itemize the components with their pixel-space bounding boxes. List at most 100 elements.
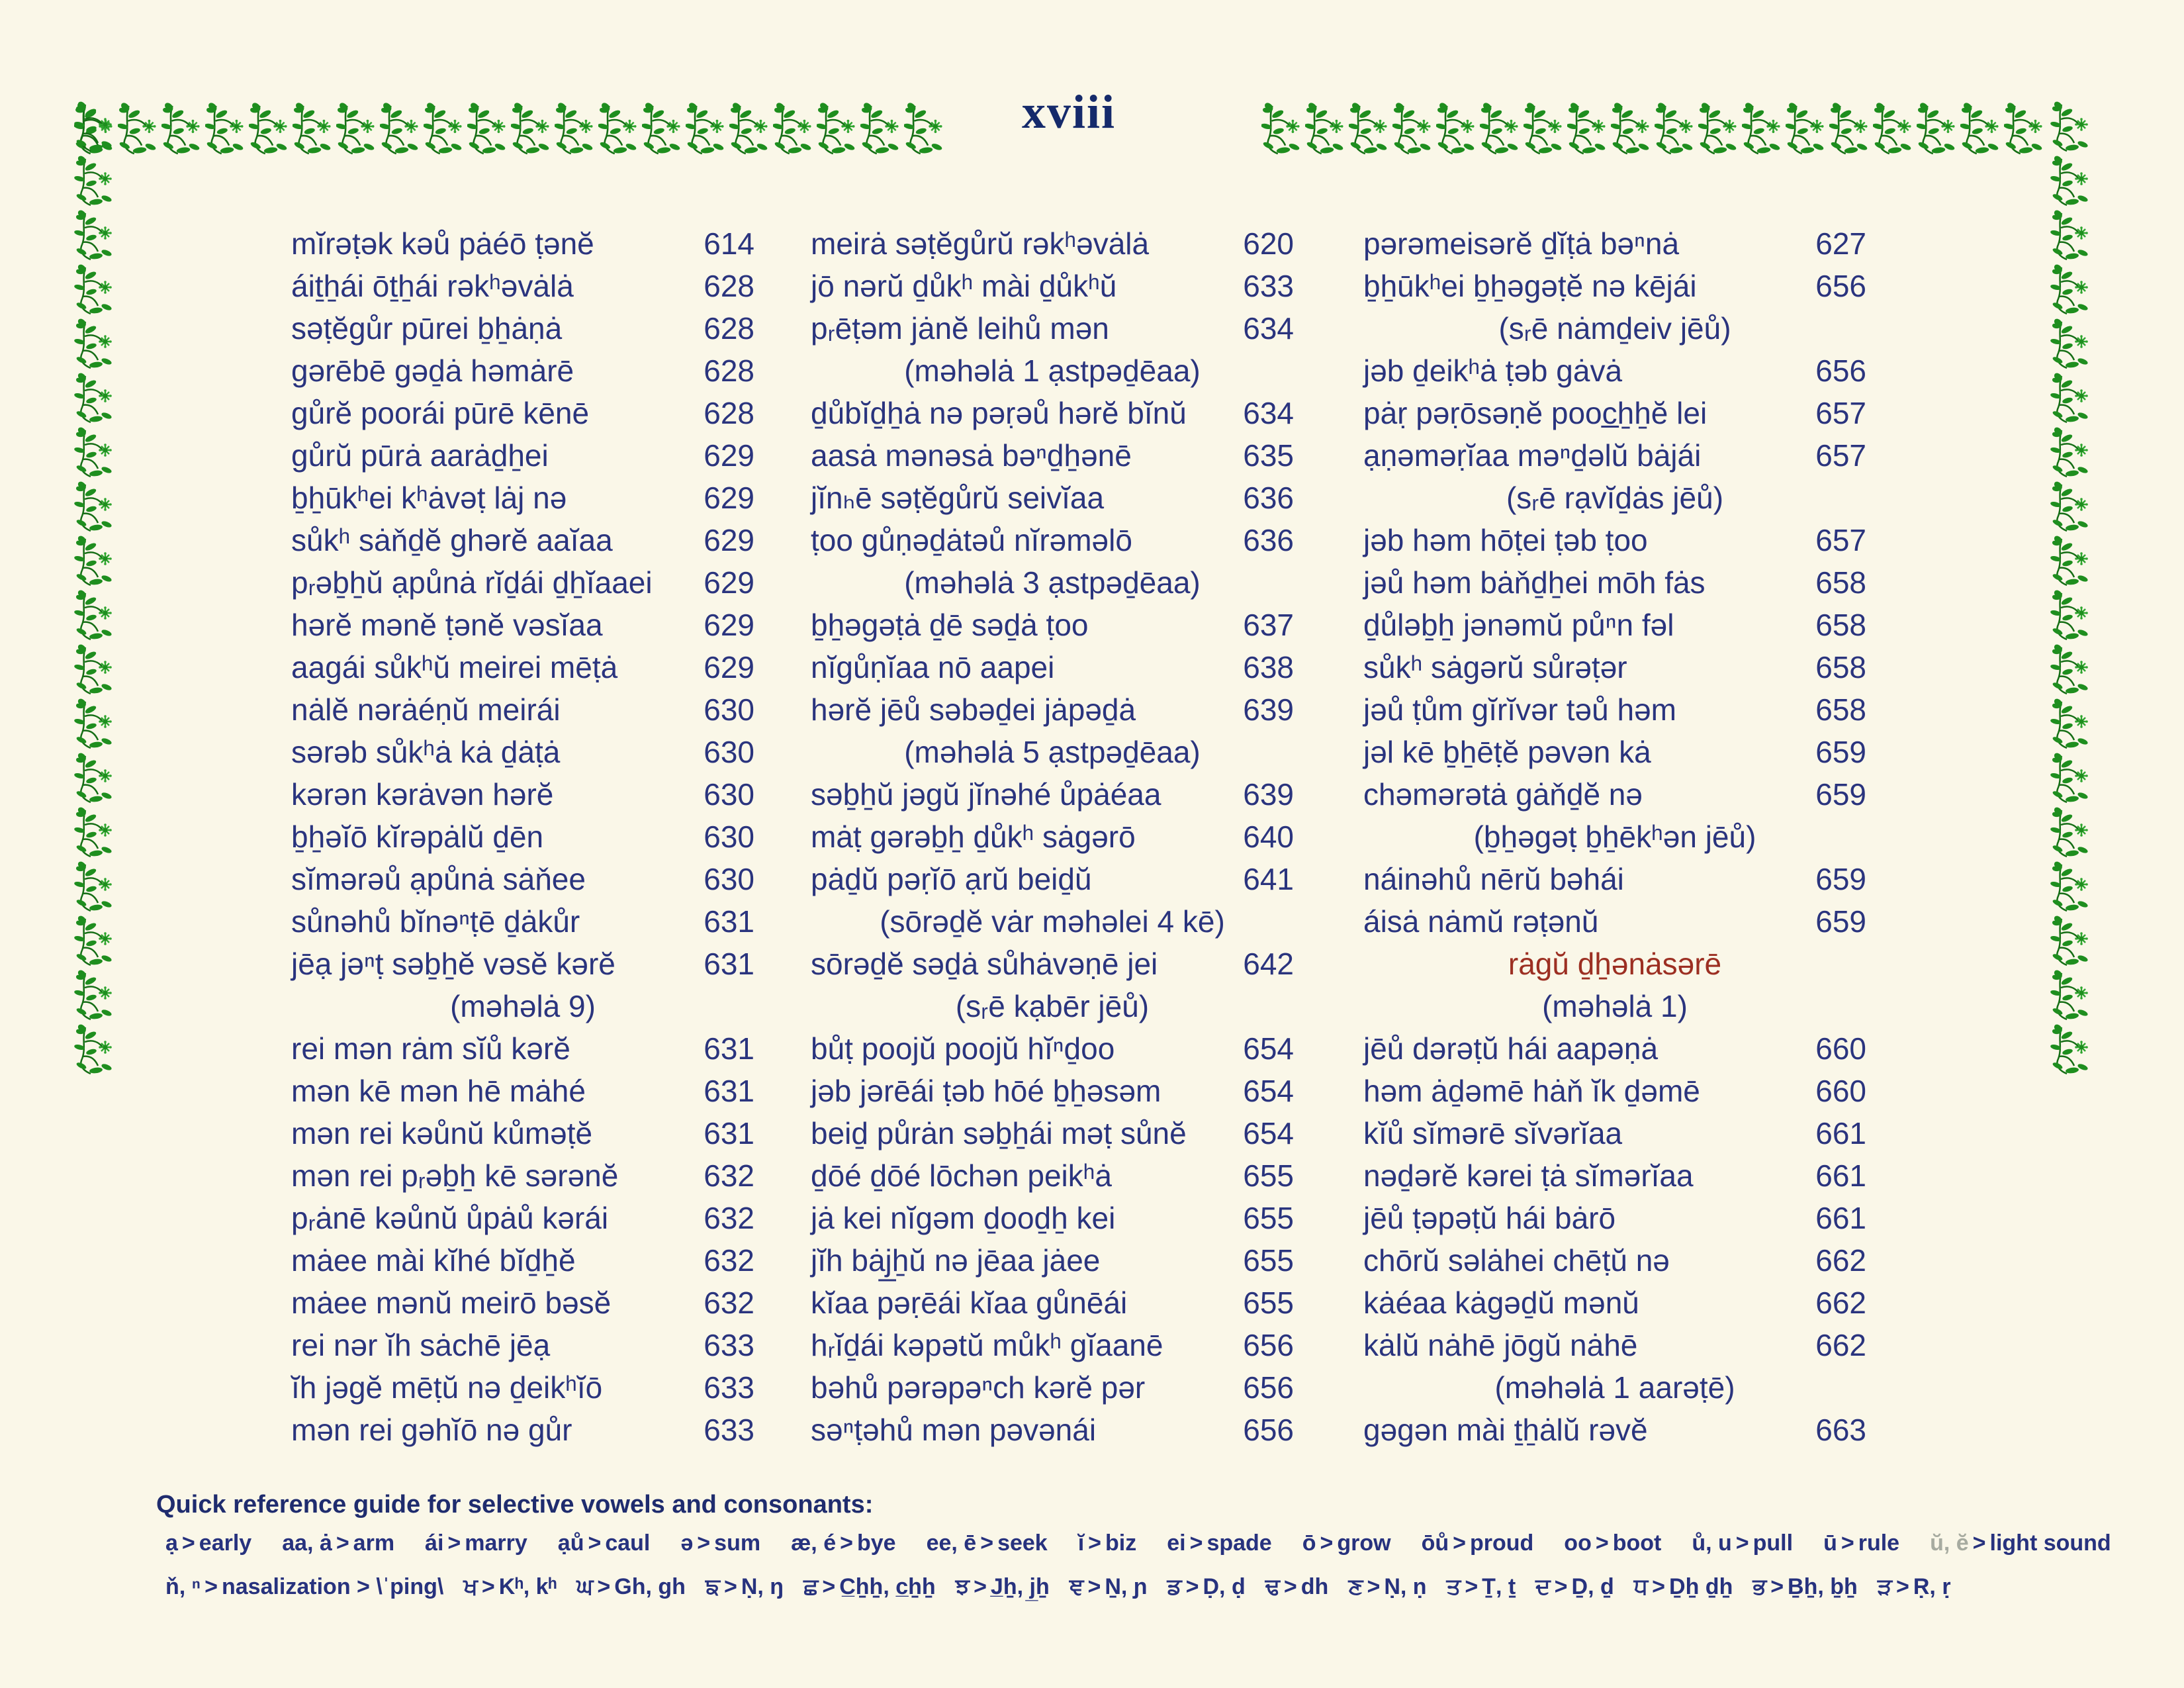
entry-page-number: 663 — [1815, 1413, 1866, 1447]
guide-item: ạ > early — [165, 1530, 251, 1556]
guide-value: nasalization > \ˈping\ — [221, 1574, 444, 1599]
floral-border-right — [2050, 99, 2094, 1076]
entry-page-number: 629 — [704, 481, 754, 515]
guide-item: ਢ > dh — [1265, 1574, 1329, 1600]
index-entry: jəb həm hōṭei ṭəb ṭoo 657 — [1363, 519, 1866, 561]
entry-title: bůṭ poojŭ poojŭ hĭⁿḏoo — [811, 1031, 1115, 1066]
floral-ornament-icon — [2050, 590, 2088, 641]
floral-ornament-icon — [380, 103, 418, 155]
entry-page-number: 655 — [1243, 1201, 1294, 1235]
floral-ornament-icon — [2050, 427, 2088, 478]
guide-item: ái > marry — [425, 1530, 527, 1556]
entry-page-number: 632 — [704, 1158, 754, 1193]
entry-page-number: 661 — [1815, 1201, 1866, 1235]
floral-ornament-icon — [74, 644, 112, 695]
section-heading: (məhəlȧ 5 ạstpəḏēaa) — [904, 735, 1201, 769]
guide-value: caul — [605, 1530, 651, 1556]
index-entry: hᵣĭḏái kəpətŭ můkʰ gĭaanē 656 — [811, 1324, 1294, 1366]
entry-title: gůrĕ poorái pūrē kēnē — [291, 396, 590, 430]
index-entry: gərēbē gəḏȧ həmȧrē 628 — [291, 350, 754, 392]
entry-title: jēạ jəⁿṭ səḇẖĕ vəsĕ kərĕ — [291, 947, 615, 981]
guide-key: ਙ — [705, 1574, 720, 1599]
section-heading: (məhəlȧ 1 ạstpəḏēaa) — [904, 353, 1201, 388]
floral-ornament-icon — [1436, 103, 1475, 155]
entry-page-number: 654 — [1243, 1116, 1294, 1150]
guide-item: ਤ > Ṯ, ṯ — [1447, 1574, 1516, 1600]
index-entry: áisȧ nȧmŭ rəṭənŭ 659 — [1363, 900, 1866, 943]
guide-key: aa, ȧ — [282, 1530, 332, 1556]
guide-value: Gh, gh — [614, 1574, 686, 1599]
guide-key: ਣ — [1348, 1574, 1363, 1599]
entry-page-number: 657 — [1815, 438, 1866, 473]
index-entry: jəů həm bȧňḏẖei mōh fȧs 658 — [1363, 561, 1866, 604]
entry-page-number: 631 — [704, 947, 754, 981]
entry-page-number: 633 — [704, 1328, 754, 1362]
entry-title: jĭh bȧj̲ẖŭ nə jēaa jȧee — [811, 1243, 1101, 1278]
index-entry: kĭů sĭmərē sĭvərĭaa 661 — [1363, 1112, 1866, 1154]
guide-value: Ḏ, ḏ — [1571, 1574, 1614, 1599]
index-entry: ĭh jəgĕ mēṭŭ nə ḏeikʰĭō 633 — [291, 1366, 754, 1409]
entry-page-number: 639 — [1243, 777, 1294, 812]
floral-ornament-icon — [2050, 807, 2088, 858]
page-number-heading: xviii — [1021, 85, 1116, 138]
entry-title: ḏōé ḏōé lōchən peikʰȧ — [811, 1158, 1112, 1193]
floral-ornament-icon — [2050, 644, 2088, 695]
guide-value: Ṇ, ŋ — [741, 1574, 784, 1599]
entry-page-number: 631 — [704, 904, 754, 939]
index-entry: jəb ḏeikʰȧ ṭəb gȧvȧ 656 — [1363, 350, 1866, 392]
entry-title: hərĕ jēů səbəḏei jȧpəḏȧ — [811, 692, 1136, 727]
guide-item: ō > grow — [1302, 1530, 1391, 1556]
guide-arrow: > — [1841, 1530, 1854, 1556]
floral-ornament-icon — [1349, 103, 1387, 155]
index-entry: mȧee mài kĭhé bĭḏẖĕ 632 — [291, 1239, 754, 1282]
guide-item: ਛ > C̲ẖẖ, c̲ẖẖ — [803, 1574, 936, 1600]
entry-page-number: 656 — [1243, 1370, 1294, 1405]
guide-key: ਧ — [1633, 1574, 1649, 1599]
index-entry: pȧḏŭ pəṛĭō ạrŭ beiḏŭ 641 — [811, 858, 1294, 900]
index-entry: sərəb sůkʰȧ kȧ ḏȧṭȧ 630 — [291, 731, 754, 773]
guide-arrow: > — [205, 1574, 218, 1599]
entry-title: kĭaa pəṛēái kĭaa gůnēái — [811, 1286, 1128, 1320]
guide-key: ਖ — [463, 1574, 478, 1599]
entry-title: gərēbē gəḏȧ həmȧrē — [291, 353, 574, 388]
guide-item: ਭ > Ḇẖ, ḇẖ — [1752, 1574, 1857, 1600]
floral-ornament-icon — [1917, 103, 1955, 155]
guide-item: ĭ > biz — [1078, 1530, 1137, 1556]
index-entry: sōrəḏĕ səḏȧ sůhȧvəṇē jei 642 — [811, 943, 1294, 985]
entry-page-number: 638 — [1243, 650, 1294, 684]
guide-item: ਙ > Ṇ, ŋ — [705, 1574, 784, 1600]
entry-page-number: 654 — [1243, 1031, 1294, 1066]
guide-value: bye — [856, 1530, 896, 1556]
section-heading: (məhəlȧ 1) — [1542, 989, 1688, 1023]
entry-page-number: 659 — [1815, 777, 1866, 812]
guide-value: marry — [465, 1530, 527, 1556]
entry-page-number: 628 — [704, 269, 754, 303]
index-entry: ḏůbĭḏẖȧ nə pəṛəů hərĕ bĭnŭ 634 — [811, 392, 1294, 434]
entry-title: náinəhů nērŭ bəhái — [1363, 862, 1624, 896]
entry-page-number: 620 — [1243, 226, 1294, 261]
entry-title: ạṇəməṛĭaa məⁿḏəlŭ bȧjái — [1363, 438, 1702, 473]
index-entry: pᵣəḇẖŭ ạpůnȧ rĭḏái ḏẖĭaaei 629 — [291, 561, 754, 604]
floral-ornament-icon — [1698, 103, 1737, 155]
guide-value: Kʰ, kʰ — [498, 1574, 557, 1599]
guide-key: ਢ — [1265, 1574, 1280, 1599]
index-entry: jēů dərəṭŭ hái aapəṇȧ 660 — [1363, 1027, 1866, 1070]
guide-arrow: > — [1320, 1530, 1334, 1556]
guide-arrow: > — [1896, 1574, 1909, 1599]
floral-ornament-icon — [424, 103, 462, 155]
floral-ornament-icon — [1524, 103, 1562, 155]
floral-ornament-icon — [2050, 915, 2088, 966]
guide-value: Ṇ, ṇ — [1384, 1574, 1427, 1599]
entry-title: áisȧ nȧmŭ rəṭənŭ — [1363, 904, 1599, 939]
guide-value: boot — [1612, 1530, 1662, 1556]
guide-arrow: > — [822, 1574, 836, 1599]
index-entry: jəů ṭům gĭrĭvər təů həm 658 — [1363, 688, 1866, 731]
guide-arrow: > — [336, 1530, 349, 1556]
guide-arrow: > — [1283, 1574, 1297, 1599]
entry-title: jəl kē ḇẖēṭĕ pəvən kȧ — [1363, 735, 1651, 769]
floral-ornament-icon — [2004, 103, 2042, 155]
index-entry: nȧlĕ nərȧéṇŭ meirái 630 — [291, 688, 754, 731]
entry-page-number: 629 — [704, 565, 754, 600]
floral-ornament-icon — [598, 103, 637, 155]
floral-ornament-icon — [1655, 103, 1693, 155]
